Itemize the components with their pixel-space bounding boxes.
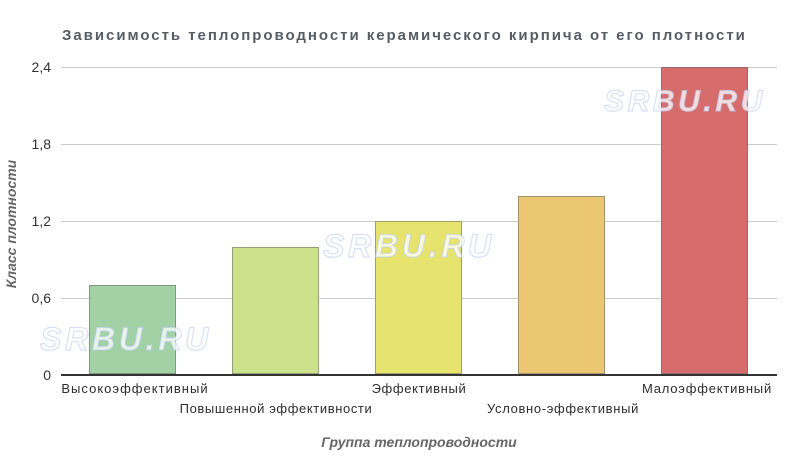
svg-text:SRBU.RU: SRBU.RU <box>323 228 495 264</box>
svg-text:SRBU.RU: SRBU.RU <box>604 85 766 118</box>
svg-text:SRBU.RU: SRBU.RU <box>40 321 212 357</box>
